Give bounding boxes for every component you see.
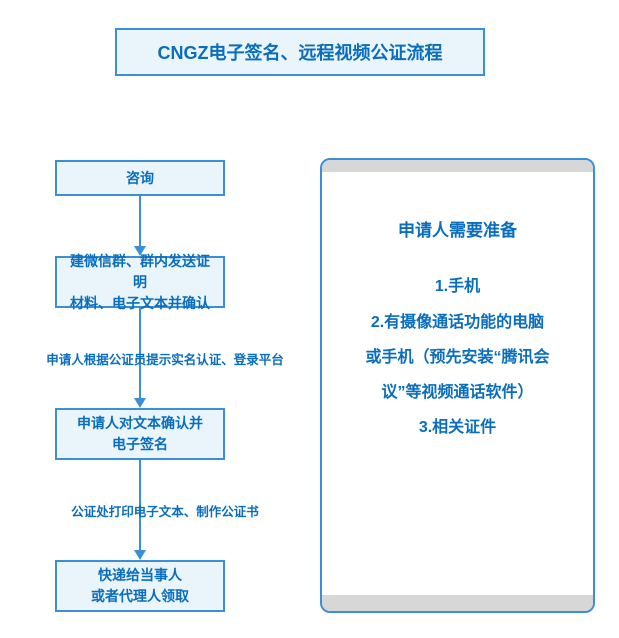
side-panel-items: 1.手机2.有摄像通话功能的电脑或手机（预先安装“腾讯会议”等视频通话软件）3.… [340, 269, 575, 445]
flow-node-n3: 申请人对文本确认并电子签名 [55, 408, 225, 460]
side-panel-body: 申请人需要准备 1.手机2.有摄像通话功能的电脑或手机（预先安装“腾讯会议”等视… [322, 172, 593, 445]
side-panel-item: 1.手机 [340, 269, 575, 304]
flow-edge-label: 申请人根据公证员提示实名认证、登录平台 [25, 349, 305, 368]
side-panel: 申请人需要准备 1.手机2.有摄像通话功能的电脑或手机（预先安装“腾讯会议”等视… [320, 158, 595, 613]
side-panel-item: 议”等视频通话软件） [340, 375, 575, 410]
flow-arrow-head [134, 550, 146, 560]
flow-node-n4: 快递给当事人或者代理人领取 [55, 560, 225, 612]
side-panel-topbar [322, 160, 593, 172]
side-panel-bottombar [322, 595, 593, 611]
side-panel-item: 2.有摄像通话功能的电脑 [340, 305, 575, 340]
flow-node-n1: 咨询 [55, 160, 225, 196]
title-box: CNGZ电子签名、远程视频公证流程 [115, 28, 485, 76]
side-panel-item: 3.相关证件 [340, 410, 575, 445]
flow-arrow-head [134, 398, 146, 408]
flow-arrow-line [139, 196, 141, 248]
flow-edge-label: 公证处打印电子文本、制作公证书 [25, 501, 305, 520]
side-panel-item: 或手机（预先安装“腾讯会 [340, 340, 575, 375]
flow-arrow-head [134, 246, 146, 256]
title-text: CNGZ电子签名、远程视频公证流程 [158, 39, 443, 65]
flow-node-n2: 建微信群、群内发送证明材料、电子文本并确认 [55, 256, 225, 308]
side-panel-heading: 申请人需要准备 [340, 212, 575, 249]
